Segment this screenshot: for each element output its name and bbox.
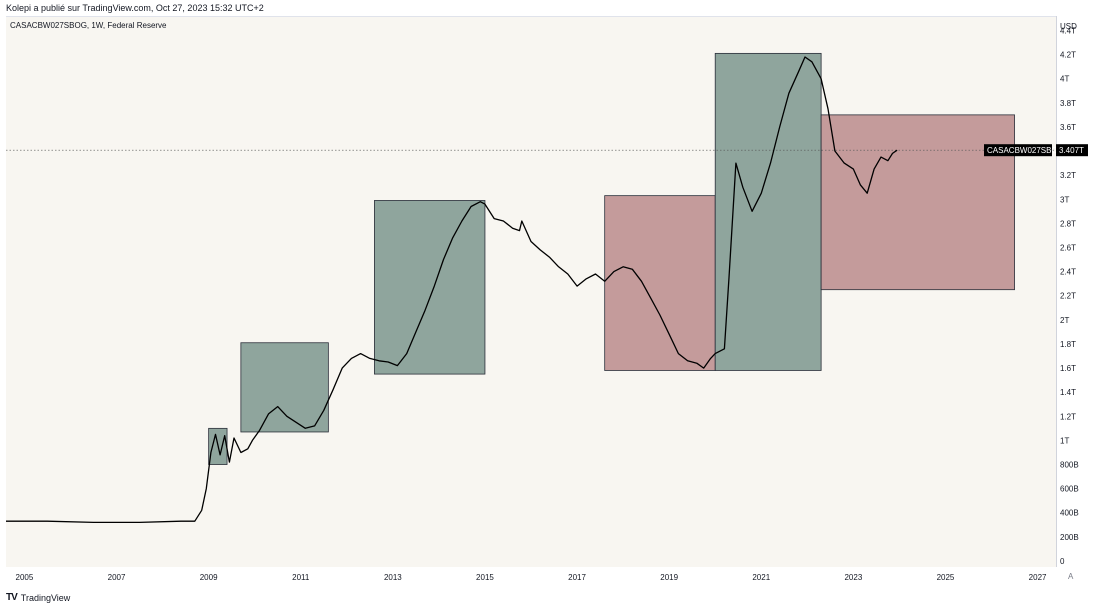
y-tick-label: 3T — [1060, 195, 1069, 204]
last-value-label: 3.407T — [1059, 146, 1084, 155]
x-tick-label: 2007 — [108, 573, 126, 582]
symbol-legend: CASACBW027SBOG, 1W, Federal Reserve — [10, 21, 167, 30]
x-tick-label: 2019 — [660, 573, 678, 582]
y-tick-label: 4.2T — [1060, 51, 1076, 60]
red-zone-6 — [820, 114, 1015, 291]
x-tick-label: 2021 — [752, 573, 770, 582]
y-ticks-layer: 0 200B 400B 600B 800B 1T 1.2T 1.4T 1.6T 1.8T 2T 2.2… — [1060, 26, 1079, 566]
chart-area[interactable] — [6, 16, 1056, 569]
x-tick-label: 2025 — [937, 573, 955, 582]
x-tick-label: 2015 — [476, 573, 494, 582]
series-name-label: CASACBW027SBOG — [987, 146, 1064, 155]
y-tick-label: 400B — [1060, 509, 1079, 518]
green-zone-5 — [714, 52, 822, 371]
y-tick-label: 1.2T — [1060, 412, 1076, 421]
x-tick-label: 2009 — [200, 573, 218, 582]
y-tick-label: 600B — [1060, 485, 1079, 494]
y-tick-label: 2.4T — [1060, 268, 1076, 277]
time-axis[interactable] — [6, 567, 1056, 589]
x-tick-label: 2011 — [292, 573, 310, 582]
y-tick-label: 200B — [1060, 533, 1079, 542]
series-line — [6, 56, 898, 524]
y-tick-label: 1T — [1060, 436, 1069, 445]
x-ticks-layer: 2005 2007 2009 2011 2013 2015 2017 2019 2021 2023… — [16, 573, 1048, 582]
currency-label[interactable]: USD — [1060, 22, 1077, 31]
y-tick-label: 1.8T — [1060, 340, 1076, 349]
tradingview-brand[interactable]: TV TradingView — [6, 592, 70, 603]
red-zone-4 — [604, 195, 716, 371]
y-tick-label: 3.2T — [1060, 171, 1076, 180]
y-tick-label: 2.6T — [1060, 243, 1076, 252]
x-tick-label: 2005 — [16, 573, 34, 582]
zones-layer — [208, 52, 1015, 465]
price-axis[interactable] — [1056, 16, 1100, 567]
x-tick-label: 2023 — [844, 573, 862, 582]
last-value-tag — [1056, 144, 1088, 157]
auto-scale-button[interactable]: A — [1068, 572, 1074, 581]
y-tick-label: 1.6T — [1060, 364, 1076, 373]
green-zone-2 — [240, 342, 329, 433]
y-tick-label: 2T — [1060, 316, 1069, 325]
y-tick-label: 800B — [1060, 461, 1079, 470]
y-tick-label: 2.2T — [1060, 292, 1076, 301]
x-tick-label: 2027 — [1029, 573, 1047, 582]
y-tick-label: 1.4T — [1060, 388, 1076, 397]
y-tick-label: 3.6T — [1060, 123, 1076, 132]
publish-caption: Kolepi a publié sur TradingView.com, Oct… — [6, 3, 264, 13]
y-tick-label: 4.4T — [1060, 26, 1076, 35]
tradingview-logo-icon: TV — [6, 592, 18, 603]
series-layer — [6, 56, 898, 524]
series-name-tag — [984, 144, 1052, 157]
green-zone-3 — [374, 200, 486, 375]
x-tick-label: 2013 — [384, 573, 402, 582]
y-tick-label: 4T — [1060, 75, 1069, 84]
brand-label: TradingView — [20, 592, 71, 603]
x-tick-label: 2017 — [568, 573, 586, 582]
y-tick-label: 3.8T — [1060, 99, 1076, 108]
y-tick-label: 0 — [1060, 557, 1065, 566]
y-tick-label: 2.8T — [1060, 219, 1076, 228]
